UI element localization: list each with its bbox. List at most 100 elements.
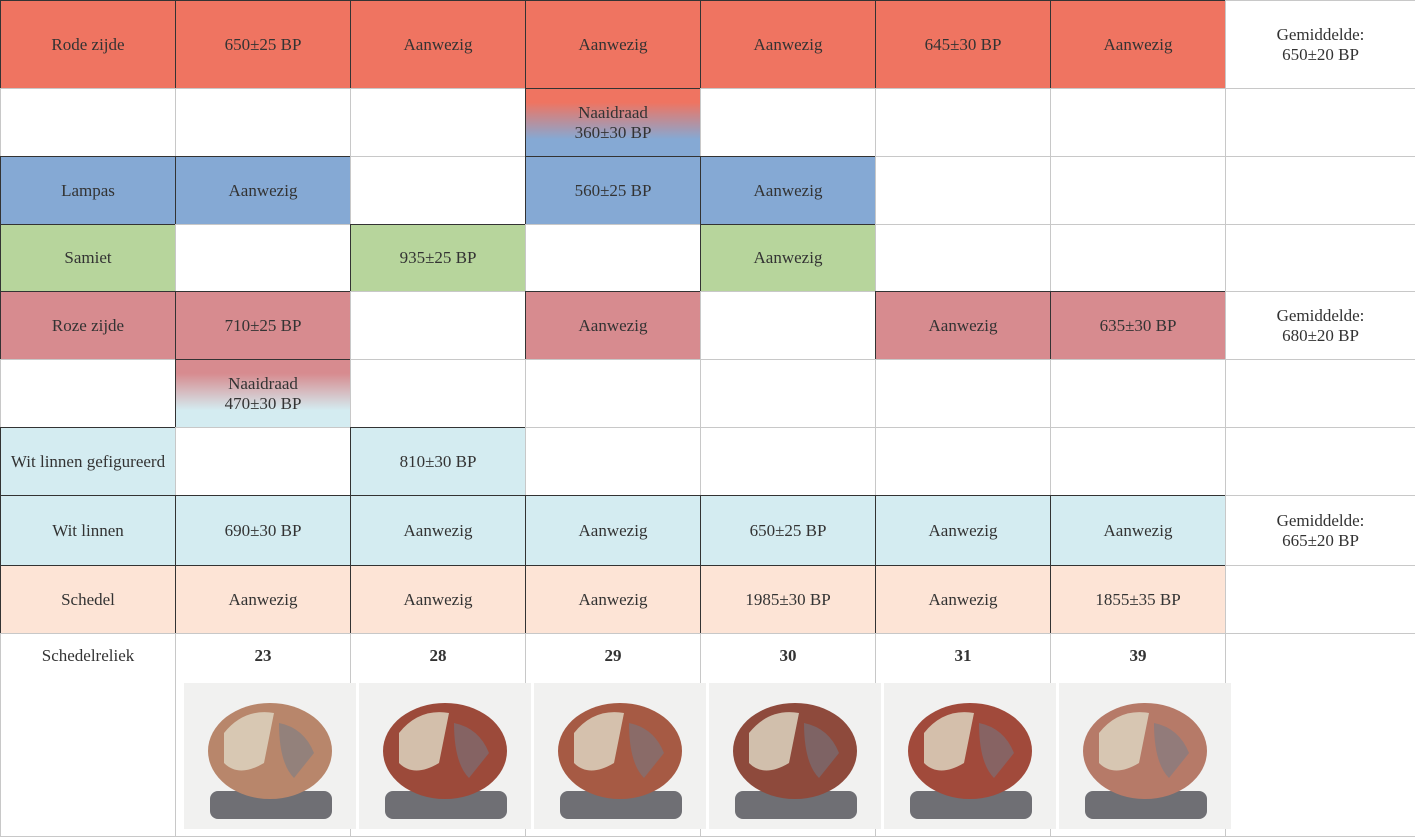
data-cell (1050, 224, 1226, 292)
label-text: Samiet (64, 248, 112, 267)
data-cell: Aanwezig (700, 224, 876, 292)
data-cell (350, 291, 526, 360)
data-cell: 710±25 BP (175, 291, 351, 360)
average-cell (1225, 88, 1415, 157)
cell-text: Aanwezig (403, 34, 473, 54)
cell-text: 710±25 BP (224, 315, 302, 335)
cell-text: Aanwezig (928, 315, 998, 335)
average-text: 680±20 BP (1282, 325, 1359, 345)
average-cell: Gemiddelde: 680±20 BP (1225, 291, 1415, 360)
data-cell (525, 224, 701, 292)
data-cell: Naaidraad 470±30 BP (175, 359, 351, 428)
average-text: Gemiddelde: (1276, 510, 1365, 530)
row-label (0, 88, 176, 157)
data-cell: 935±25 BP (350, 224, 526, 292)
label-text: Rode zijde (51, 34, 125, 54)
cell-text: 360±30 BP (574, 122, 652, 142)
cell-text: Aanwezig (578, 34, 648, 54)
data-cell (875, 156, 1051, 225)
cell-text: 470±30 BP (224, 393, 302, 413)
data-cell (875, 88, 1051, 157)
data-cell (700, 359, 876, 428)
row-label (0, 359, 176, 428)
data-cell: 690±30 BP (175, 495, 351, 566)
data-cell: 635±30 BP (1050, 291, 1226, 360)
data-cell: Aanwezig (350, 565, 526, 634)
data-cell: Aanwezig (525, 495, 701, 566)
data-cell (875, 224, 1051, 292)
skull-photo (709, 683, 881, 829)
relic-number: 29 (604, 646, 622, 665)
cell-text: 635±30 BP (1099, 315, 1177, 335)
row-label: Schedel (0, 565, 176, 634)
label-text: Roze zijde (51, 315, 125, 335)
cell-text: 650±25 BP (749, 520, 827, 540)
average-text: Gemiddelde: (1276, 24, 1365, 44)
skull-photo (184, 683, 356, 829)
data-cell (175, 427, 351, 496)
data-cell: 810±30 BP (350, 427, 526, 496)
average-cell (1225, 224, 1415, 292)
cell-text: Aanwezig (1103, 34, 1173, 54)
cell-text: Aanwezig (403, 589, 473, 609)
label-text: Schedel (61, 589, 115, 609)
cell-text: 645±30 BP (924, 34, 1002, 54)
data-cell: Naaidraad 360±30 BP (525, 88, 701, 157)
data-cell: Aanwezig (1050, 495, 1226, 566)
cell-text: 935±25 BP (399, 248, 477, 267)
cell-text: Aanwezig (228, 589, 298, 609)
label-text: Wit linnen (52, 520, 124, 540)
data-cell: Aanwezig (700, 156, 876, 225)
relic-number: 39 (1129, 646, 1147, 665)
cell-text: Aanwezig (578, 520, 648, 540)
cell-text: Aanwezig (403, 520, 473, 540)
data-cell: 1855±35 BP (1050, 565, 1226, 634)
average-text: 665±20 BP (1282, 530, 1359, 550)
relic-number: 31 (954, 646, 972, 665)
data-cell (700, 88, 876, 157)
cell-text: Naaidraad (228, 373, 298, 393)
row-label: Rode zijde (0, 0, 176, 89)
data-cell (875, 359, 1051, 428)
label-text: Wit linnen gefigureerd (10, 451, 166, 471)
skull-photo (359, 683, 531, 829)
data-cell: 1985±30 BP (700, 565, 876, 634)
row-label: Samiet (0, 224, 176, 292)
cell-text: 1855±35 BP (1095, 589, 1181, 609)
average-cell (1225, 156, 1415, 225)
data-cell (175, 88, 351, 157)
cell-text: Aanwezig (753, 34, 823, 54)
data-cell (1050, 427, 1226, 496)
cell-text: Aanwezig (228, 180, 298, 200)
data-cell (875, 427, 1051, 496)
data-cell (350, 156, 526, 225)
cell-text: 1985±30 BP (745, 589, 831, 609)
data-cell: Aanwezig (875, 565, 1051, 634)
data-cell: 560±25 BP (525, 156, 701, 225)
row-label: Lampas (0, 156, 176, 225)
empty-cell (1225, 633, 1415, 837)
data-cell: Aanwezig (875, 495, 1051, 566)
row-label: Wit linnen gefigureerd (0, 427, 176, 496)
data-cell (1050, 359, 1226, 428)
data-cell: 650±25 BP (175, 0, 351, 89)
average-cell (1225, 359, 1415, 428)
data-cell: Aanwezig (350, 495, 526, 566)
cell-text: Aanwezig (928, 520, 998, 540)
cell-text: Aanwezig (753, 180, 823, 200)
row-label: Roze zijde (0, 291, 176, 360)
relic-number: 30 (779, 646, 797, 665)
data-cell: Aanwezig (1050, 0, 1226, 89)
average-text: 650±20 BP (1282, 44, 1359, 64)
relic-number: 28 (429, 646, 447, 665)
average-cell: Gemiddelde: 665±20 BP (1225, 495, 1415, 566)
data-cell (700, 291, 876, 360)
cell-text: Naaidraad (578, 102, 648, 122)
cell-text: 650±25 BP (224, 34, 302, 54)
data-cell (1050, 88, 1226, 157)
data-cell: Aanwezig (525, 0, 701, 89)
data-cell: Aanwezig (350, 0, 526, 89)
data-cell: Aanwezig (175, 156, 351, 225)
cell-text: Aanwezig (928, 589, 998, 609)
